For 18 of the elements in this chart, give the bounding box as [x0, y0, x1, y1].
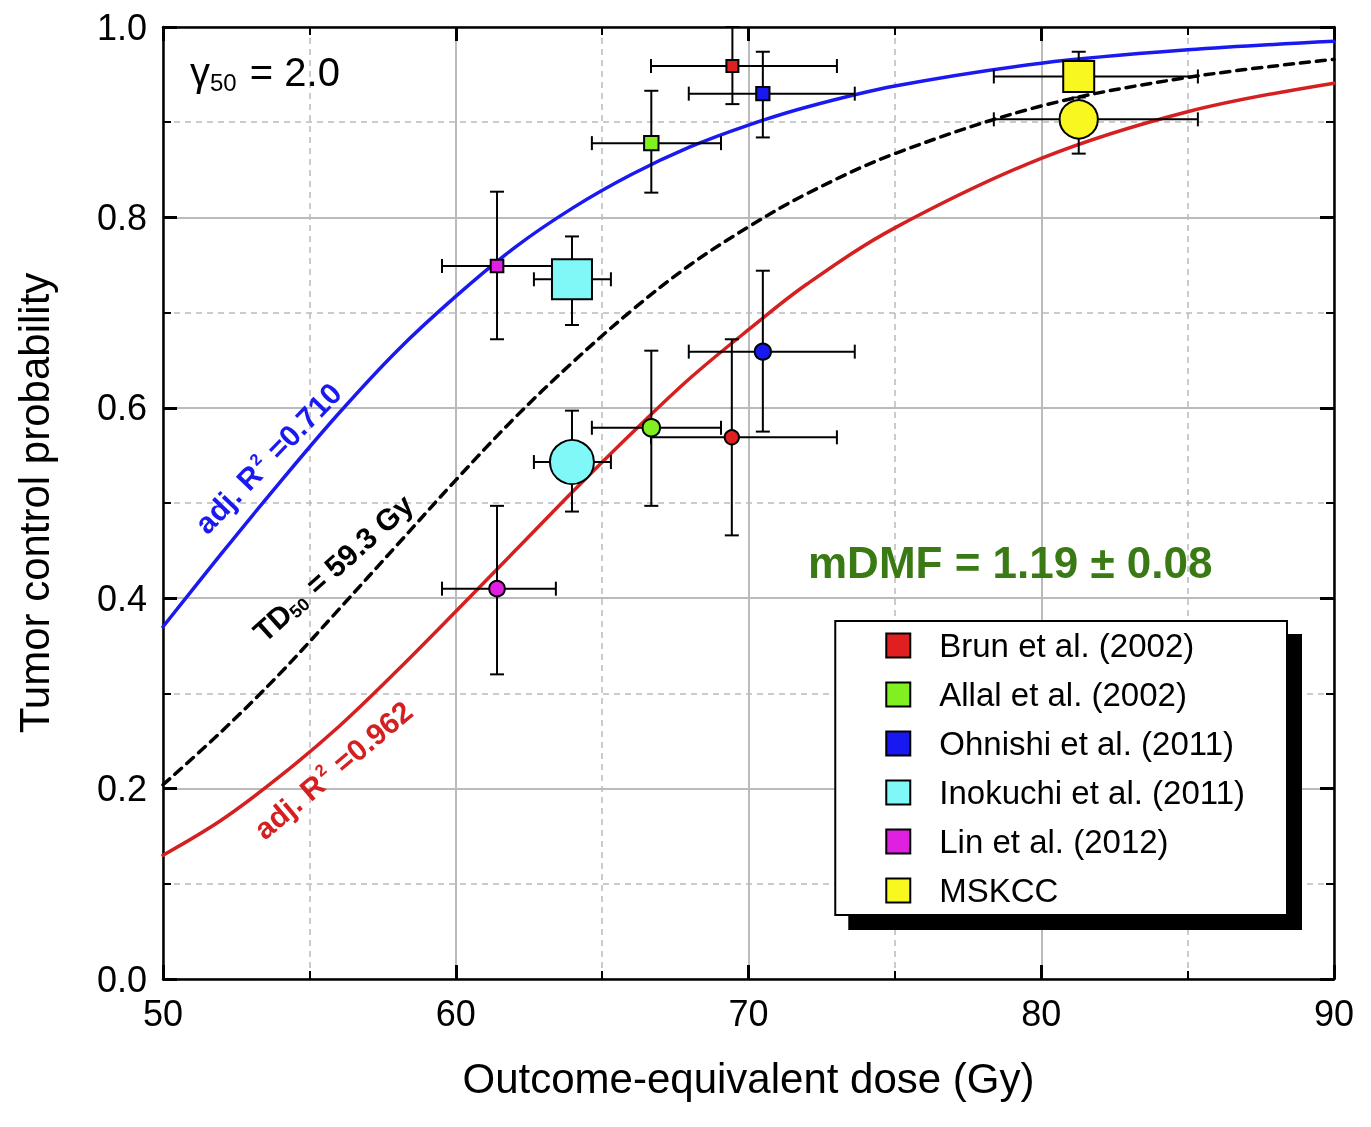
x-axis-title: Outcome-equivalent dose (Gy): [462, 1054, 1035, 1102]
y-tick-label: 0.2: [96, 768, 147, 810]
legend-label: Lin et al. (2012): [939, 823, 1169, 860]
y-tick-label: 0.6: [96, 387, 147, 429]
y-tick-label: 0.8: [96, 196, 147, 238]
x-tick-label: 80: [1021, 992, 1062, 1034]
x-tick-label: 90: [1313, 992, 1355, 1034]
legend-label: Allal et al. (2002): [939, 676, 1187, 713]
legend-label: MSKCC: [939, 872, 1059, 909]
y-tick-label: 1.0: [96, 6, 147, 48]
x-tick-label: 70: [728, 992, 769, 1034]
legend-label: Inokuchi et al. (2011): [939, 774, 1245, 811]
legend-label: Brun et al. (2002): [939, 627, 1195, 664]
annotation: mDMF = 1.19 ± 0.08: [808, 537, 1213, 587]
legend-label: Ohnishi et al. (2011): [939, 725, 1234, 762]
y-tick-label: 0.4: [96, 577, 147, 619]
x-tick-label: 60: [435, 992, 476, 1034]
y-axis-title: Tumor control probability: [10, 272, 58, 734]
